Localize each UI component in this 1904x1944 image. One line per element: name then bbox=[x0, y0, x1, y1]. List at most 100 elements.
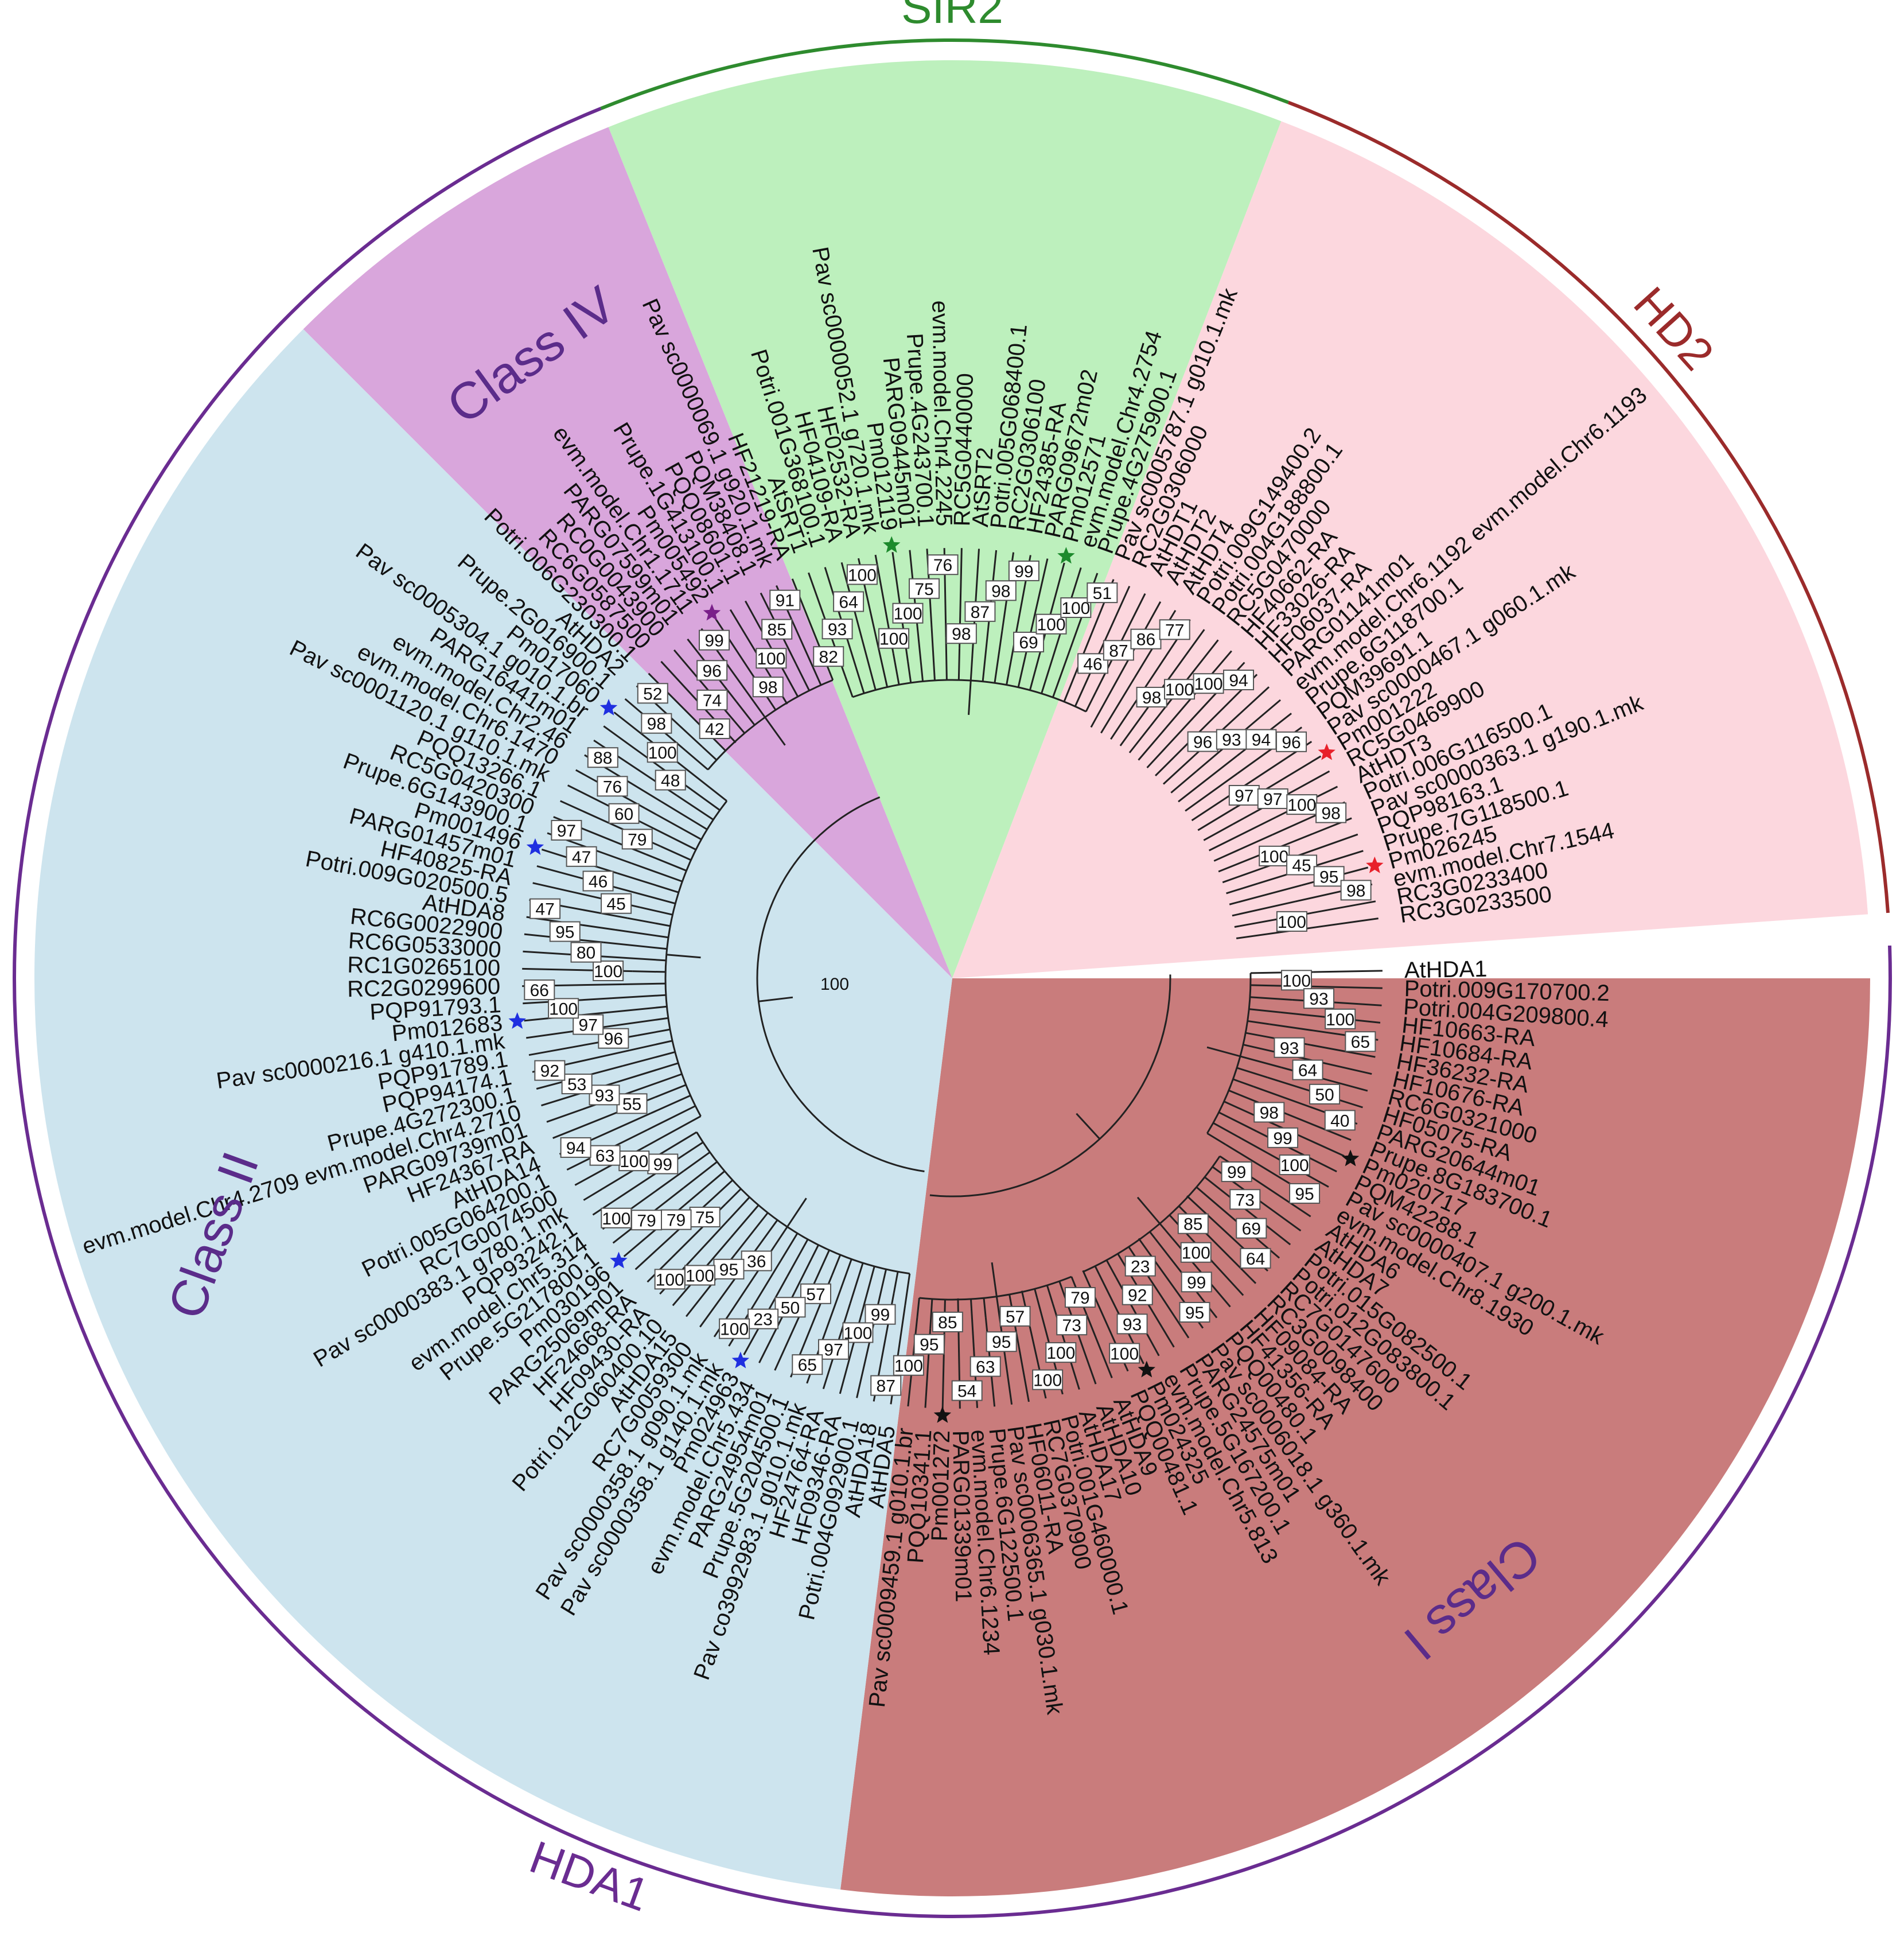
bootstrap-box bbox=[865, 1304, 896, 1325]
bootstrap-box bbox=[1181, 1272, 1212, 1293]
bootstrap-label: 45 bbox=[606, 895, 625, 914]
bootstrap-box bbox=[1064, 1287, 1096, 1308]
bootstrap-label: 63 bbox=[595, 1147, 614, 1166]
bootstrap-label: 60 bbox=[614, 805, 633, 824]
bootstrap: 98 bbox=[1340, 880, 1372, 901]
internal-branch bbox=[907, 661, 912, 683]
internal-branch bbox=[1232, 900, 1295, 917]
bootstrap-box bbox=[637, 683, 668, 704]
bootstrap-label: 100 bbox=[1282, 971, 1311, 990]
bootstrap-label: 93 bbox=[1280, 1039, 1299, 1058]
bootstrap-label: 97 bbox=[824, 1341, 843, 1360]
internal-branch bbox=[629, 1040, 673, 1051]
bootstrap-label: 80 bbox=[577, 944, 595, 963]
bootstrap: 95 bbox=[1289, 1183, 1321, 1204]
bootstrap-label: 57 bbox=[1006, 1308, 1025, 1327]
bootstrap-label: 92 bbox=[1128, 1286, 1147, 1305]
bootstrap: 51 bbox=[1087, 582, 1118, 604]
bootstrap-label: 55 bbox=[622, 1095, 641, 1114]
bootstrap-label: 85 bbox=[768, 621, 786, 640]
internal-branch bbox=[929, 974, 1171, 1197]
leaf: AtSRT2 bbox=[968, 446, 998, 528]
bootstrap: 97 bbox=[573, 1014, 604, 1035]
internal-branch bbox=[631, 862, 683, 882]
internal-branch bbox=[1159, 1223, 1173, 1239]
bootstrap-box bbox=[893, 1355, 924, 1376]
bootstrap-label: 93 bbox=[1123, 1315, 1142, 1334]
bootstrap-box bbox=[1056, 1315, 1088, 1336]
internal-branch bbox=[1178, 755, 1238, 803]
bootstrap-label: 52 bbox=[643, 685, 662, 703]
internal-branch bbox=[786, 1197, 807, 1228]
bootstrap-label: 85 bbox=[1183, 1215, 1202, 1234]
bootstrap-label: 100 bbox=[893, 605, 922, 624]
bootstrap-label: 40 bbox=[1330, 1111, 1349, 1130]
bootstrap-label: 93 bbox=[1309, 990, 1328, 1009]
terminal-branch bbox=[699, 1270, 741, 1328]
bootstrap-box bbox=[1116, 1313, 1148, 1335]
bootstrap-box bbox=[647, 742, 678, 763]
bootstrap-box bbox=[608, 803, 640, 824]
bootstrap-label: 65 bbox=[798, 1356, 817, 1375]
bootstrap-box bbox=[1309, 1083, 1341, 1105]
internal-branch bbox=[1006, 643, 1015, 685]
internal-branch bbox=[1226, 882, 1259, 895]
internal-branch bbox=[844, 676, 854, 698]
leaf: PARG01339m01 bbox=[948, 1430, 976, 1602]
internal-branch bbox=[684, 1141, 704, 1155]
internal-branch bbox=[1146, 720, 1192, 769]
marker-star-icon bbox=[1057, 547, 1075, 564]
bootstrap: 87 bbox=[964, 601, 996, 622]
bootstrap-label: 100 bbox=[1061, 599, 1090, 618]
bootstrap-label: 75 bbox=[695, 1208, 714, 1227]
internal-branch bbox=[666, 954, 701, 959]
bootstrap: 79 bbox=[1064, 1287, 1096, 1308]
bootstrap: 96 bbox=[1276, 731, 1307, 752]
internal-branch bbox=[1017, 655, 1026, 688]
internal-branch bbox=[1046, 1285, 1054, 1304]
internal-branch bbox=[1155, 737, 1194, 777]
internal-branch bbox=[683, 1151, 711, 1172]
bootstrap-label: 54 bbox=[957, 1382, 976, 1401]
bootstrap-label: 100 bbox=[686, 1266, 714, 1285]
internal-branch bbox=[614, 928, 669, 939]
bootstrap-box bbox=[969, 1356, 1001, 1377]
bootstrap-box bbox=[655, 769, 686, 791]
bootstrap-label: 64 bbox=[1246, 1250, 1265, 1269]
bootstrap: 79 bbox=[631, 1210, 662, 1231]
bootstrap: 87 bbox=[870, 1375, 902, 1396]
bootstrap: 69 bbox=[1236, 1218, 1267, 1239]
bootstrap: 100 bbox=[878, 628, 910, 649]
bootstrap-label: 95 bbox=[719, 1261, 738, 1280]
marker-star-icon bbox=[933, 1406, 952, 1423]
bootstrap: 96 bbox=[598, 1028, 629, 1049]
bootstrap-box bbox=[684, 1265, 716, 1286]
internal-branch bbox=[676, 795, 714, 821]
bootstrap-box bbox=[1060, 597, 1092, 618]
leaf-label: AtSRT2 bbox=[968, 446, 998, 528]
internal-branch bbox=[1063, 662, 1081, 702]
bootstrap-label: 47 bbox=[572, 848, 591, 867]
bootstrap-box bbox=[1179, 1301, 1210, 1323]
bootstrap-box bbox=[945, 623, 977, 644]
bootstrap-label: 96 bbox=[1282, 733, 1301, 752]
internal-branch bbox=[893, 1271, 899, 1293]
bootstrap-box bbox=[909, 578, 940, 599]
bootstrap-label: 77 bbox=[1165, 621, 1184, 640]
terminal-branch bbox=[634, 1222, 687, 1270]
bootstrap-box bbox=[654, 1269, 686, 1290]
internal-branch bbox=[983, 1298, 987, 1318]
bootstrap: 100 bbox=[1193, 673, 1224, 694]
bootstrap: 54 bbox=[951, 1380, 983, 1401]
family-arc-sir2 bbox=[600, 38, 1290, 110]
bootstrap-label: 45 bbox=[1292, 856, 1311, 875]
bootstrap-box bbox=[1180, 1242, 1212, 1263]
bootstrap-box bbox=[927, 554, 959, 576]
bootstrap-box bbox=[660, 1209, 692, 1230]
internal-branch bbox=[844, 632, 865, 694]
internal-branch bbox=[1196, 1186, 1204, 1194]
internal-branch bbox=[994, 630, 1003, 683]
internal-branch bbox=[1128, 726, 1151, 753]
bootstrap-box bbox=[964, 601, 996, 622]
internal-branch bbox=[968, 680, 972, 715]
